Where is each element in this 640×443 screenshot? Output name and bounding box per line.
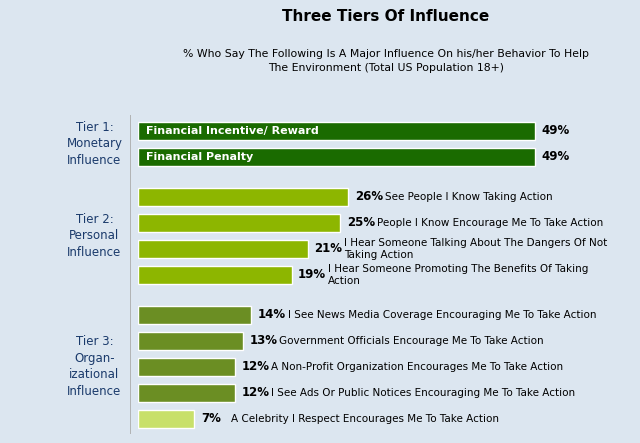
Text: 12%: 12%: [241, 360, 269, 373]
Bar: [138, 306, 251, 324]
Bar: [138, 148, 534, 166]
Bar: [138, 188, 348, 206]
Text: 7%: 7%: [201, 412, 221, 425]
Bar: [138, 409, 195, 427]
Text: Financial Penalty: Financial Penalty: [146, 152, 253, 162]
Text: I See Ads Or Public Notices Encouraging Me To Take Action: I See Ads Or Public Notices Encouraging …: [271, 388, 575, 398]
Text: Tier 3:
Organ-
izational
Influence: Tier 3: Organ- izational Influence: [67, 335, 122, 398]
Text: 49%: 49%: [541, 124, 570, 137]
Text: See People I Know Taking Action: See People I Know Taking Action: [385, 192, 552, 202]
Text: 12%: 12%: [241, 386, 269, 399]
Bar: [138, 214, 340, 232]
Text: Tier 2:
Personal
Influence: Tier 2: Personal Influence: [67, 213, 122, 259]
Text: 14%: 14%: [257, 308, 285, 321]
Text: 19%: 19%: [298, 268, 326, 281]
Text: A Non-Profit Organization Encourages Me To Take Action: A Non-Profit Organization Encourages Me …: [271, 362, 563, 372]
Text: Financial Incentive/ Reward: Financial Incentive/ Reward: [146, 126, 319, 136]
Text: % Who Say The Following Is A Major Influence On his/her Behavior To Help
The Env: % Who Say The Following Is A Major Influ…: [182, 49, 589, 73]
Bar: [138, 122, 534, 140]
Text: 13%: 13%: [250, 334, 277, 347]
Bar: [138, 332, 243, 350]
Text: Three Tiers Of Influence: Three Tiers Of Influence: [282, 9, 489, 24]
Text: I See News Media Coverage Encouraging Me To Take Action: I See News Media Coverage Encouraging Me…: [287, 310, 596, 320]
Text: 26%: 26%: [355, 190, 383, 203]
Bar: [138, 384, 235, 402]
Text: 49%: 49%: [541, 150, 570, 163]
Text: Government Officials Encourage Me To Take Action: Government Officials Encourage Me To Tak…: [280, 336, 544, 346]
Bar: [138, 266, 292, 284]
Text: I Hear Someone Talking About The Dangers Of Not
Taking Action: I Hear Someone Talking About The Dangers…: [344, 238, 607, 260]
Text: People I Know Encourage Me To Take Action: People I Know Encourage Me To Take Actio…: [377, 218, 603, 228]
Bar: [138, 358, 235, 376]
Text: 21%: 21%: [314, 242, 342, 255]
Bar: [138, 240, 308, 258]
Text: Tier 1:
Monetary
Influence: Tier 1: Monetary Influence: [67, 120, 122, 167]
Text: A Celebrity I Respect Encourages Me To Take Action: A Celebrity I Respect Encourages Me To T…: [231, 414, 499, 424]
Text: 25%: 25%: [347, 216, 375, 229]
Text: I Hear Someone Promoting The Benefits Of Taking
Action: I Hear Someone Promoting The Benefits Of…: [328, 264, 588, 286]
